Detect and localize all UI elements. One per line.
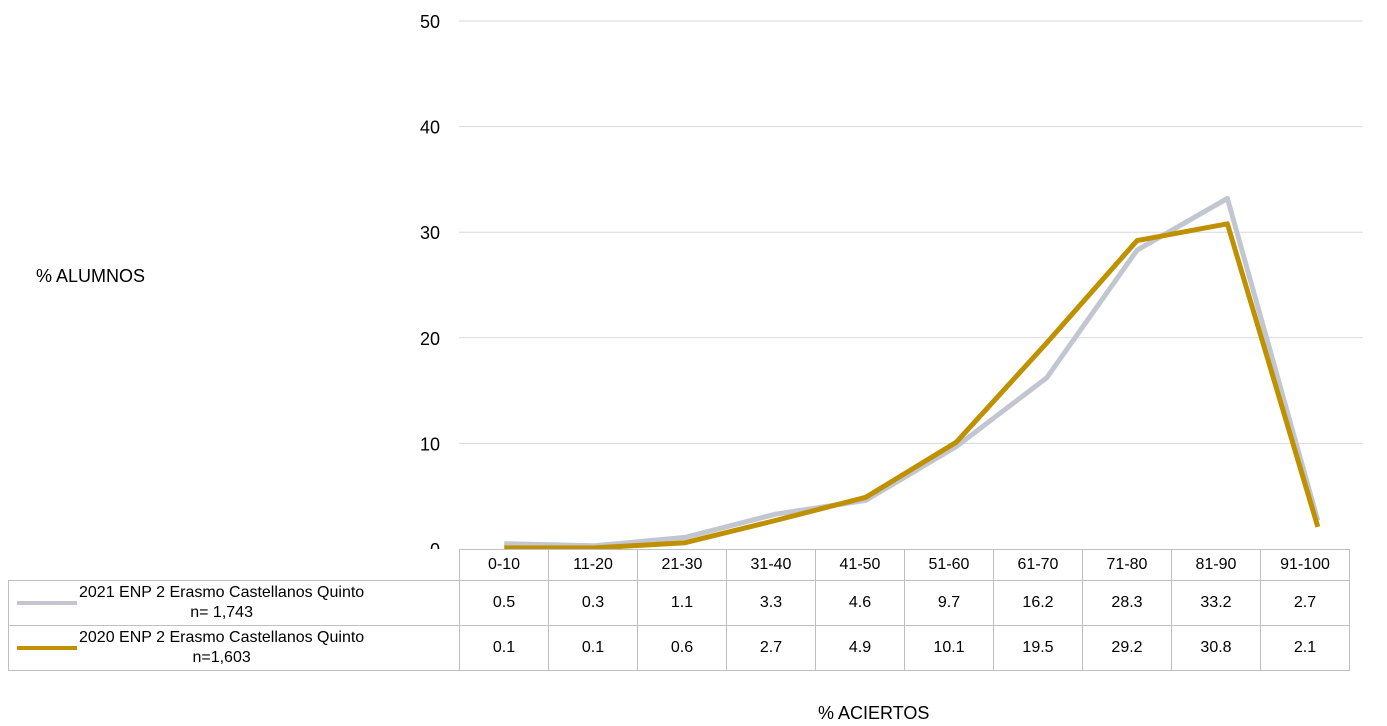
legend-n-2021: n= 1,743 — [190, 604, 253, 621]
x-tick-label: 0-10 — [459, 549, 549, 581]
data-label: 0.1 — [459, 625, 549, 671]
data-label: 33.2 — [1171, 580, 1261, 626]
x-tick-label: 81-90 — [1171, 549, 1261, 581]
series-line-1 — [504, 221, 1321, 549]
data-label: 0.1 — [548, 625, 638, 671]
y-tick-label-0: 0 — [430, 540, 440, 549]
y-tick-label-50: 50 — [420, 12, 440, 32]
data-label: 0.3 — [548, 580, 638, 626]
x-axis-label: % ACIERTOS — [818, 703, 930, 723]
legend-line-2021 — [17, 601, 77, 605]
legend-line-2020 — [17, 646, 77, 650]
legend-entry-2020: 2020 ENP 2 Erasmo Castellanos Quinto n=1… — [8, 625, 460, 671]
x-tick-label: 21-30 — [637, 549, 727, 581]
data-label: 16.2 — [993, 580, 1083, 626]
series-line-0 — [504, 195, 1321, 549]
x-tick-label: 61-70 — [993, 549, 1083, 581]
x-tick-label: 11-20 — [548, 549, 638, 581]
x-tick-label: 31-40 — [726, 549, 816, 581]
y-tick-label-40: 40 — [420, 118, 440, 138]
data-label: 0.5 — [459, 580, 549, 626]
data-label: 10.1 — [904, 625, 994, 671]
y-axis-label: % ALUMNOS — [36, 266, 146, 286]
data-label: 4.6 — [815, 580, 905, 626]
data-table-row-2021: 2021 ENP 2 Erasmo Castellanos Quinto n= … — [8, 580, 1350, 626]
y-tick-label-10: 10 — [420, 434, 440, 454]
data-label: 30.8 — [1171, 625, 1261, 671]
legend-label-2020: 2020 ENP 2 Erasmo Castellanos Quinto — [79, 629, 365, 646]
data-label: 28.3 — [1082, 580, 1172, 626]
data-label: 1.1 — [637, 580, 727, 626]
data-label: 29.2 — [1082, 625, 1172, 671]
data-label: 2.1 — [1260, 625, 1350, 671]
data-table: 0-10 11-20 21-30 31-40 41-50 51-60 61-70 71-80 8… — [8, 549, 1350, 671]
x-tick-label: 71-80 — [1082, 549, 1172, 581]
legend-label-2021: 2021 ENP 2 Erasmo Castellanos Quinto — [79, 584, 365, 601]
legend-n-2020: n=1,603 — [192, 649, 251, 666]
x-tick-label: 41-50 — [815, 549, 905, 581]
data-label: 4.9 — [815, 625, 905, 671]
x-tick-label: 91-100 — [1260, 549, 1350, 581]
y-tick-label-20: 20 — [420, 329, 440, 349]
data-label: 9.7 — [904, 580, 994, 626]
data-label: 2.7 — [1260, 580, 1350, 626]
data-label: 3.3 — [726, 580, 816, 626]
data-table-corner — [8, 549, 460, 581]
data-table-header-row: 0-10 11-20 21-30 31-40 41-50 51-60 61-70 71-80 8… — [8, 549, 1350, 581]
x-tick-label: 51-60 — [904, 549, 994, 581]
data-label: 2.7 — [726, 625, 816, 671]
data-label: 0.6 — [637, 625, 727, 671]
data-table-row-2020: 2020 ENP 2 Erasmo Castellanos Quinto n=1… — [8, 625, 1350, 671]
data-label: 19.5 — [993, 625, 1083, 671]
line-chart: 0 10 20 30 40 50 — [420, 12, 1363, 549]
legend-entry-2021: 2021 ENP 2 Erasmo Castellanos Quinto n= … — [8, 580, 460, 626]
y-tick-label-30: 30 — [420, 223, 440, 243]
